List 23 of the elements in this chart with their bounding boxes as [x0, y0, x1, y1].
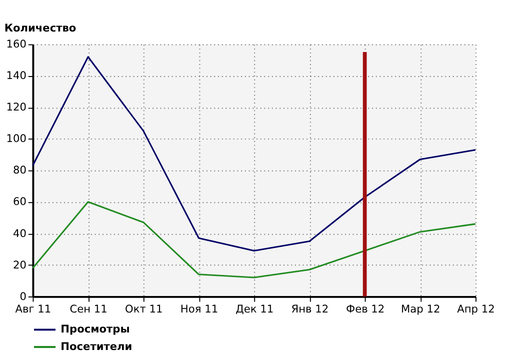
x-tick-label: Окт 11: [125, 303, 163, 316]
line-series: [32, 56, 476, 252]
x-tick-label: Янв 12: [291, 303, 329, 316]
legend-label: Просмотры: [60, 324, 130, 336]
y-tick-label: 60: [13, 196, 27, 208]
y-tick-label: 120: [6, 102, 27, 114]
legend-label: Посетители: [60, 340, 132, 353]
x-tick-label: Ноя 11: [180, 303, 218, 316]
y-tick-label: 0: [20, 290, 27, 303]
y-tick-label: 160: [6, 38, 27, 51]
line-series: [32, 201, 476, 278]
y-tick-label: 80: [13, 164, 27, 177]
y-tick-label: 140: [6, 70, 27, 82]
y-tick-label: 40: [13, 228, 27, 240]
y-axis-title: Количество: [4, 22, 76, 34]
x-tick-label: Дек 11: [236, 303, 274, 316]
x-tick-label: Сен 11: [70, 303, 108, 316]
x-tick-label: Фев 12: [346, 303, 385, 316]
y-tick-label: 20: [13, 259, 27, 272]
x-tick-label: Авг 11: [15, 303, 52, 316]
y-tick-label: 100: [6, 133, 27, 146]
x-tick-label: Мар 12: [401, 303, 440, 316]
x-tick-label: Апр 12: [457, 303, 495, 316]
